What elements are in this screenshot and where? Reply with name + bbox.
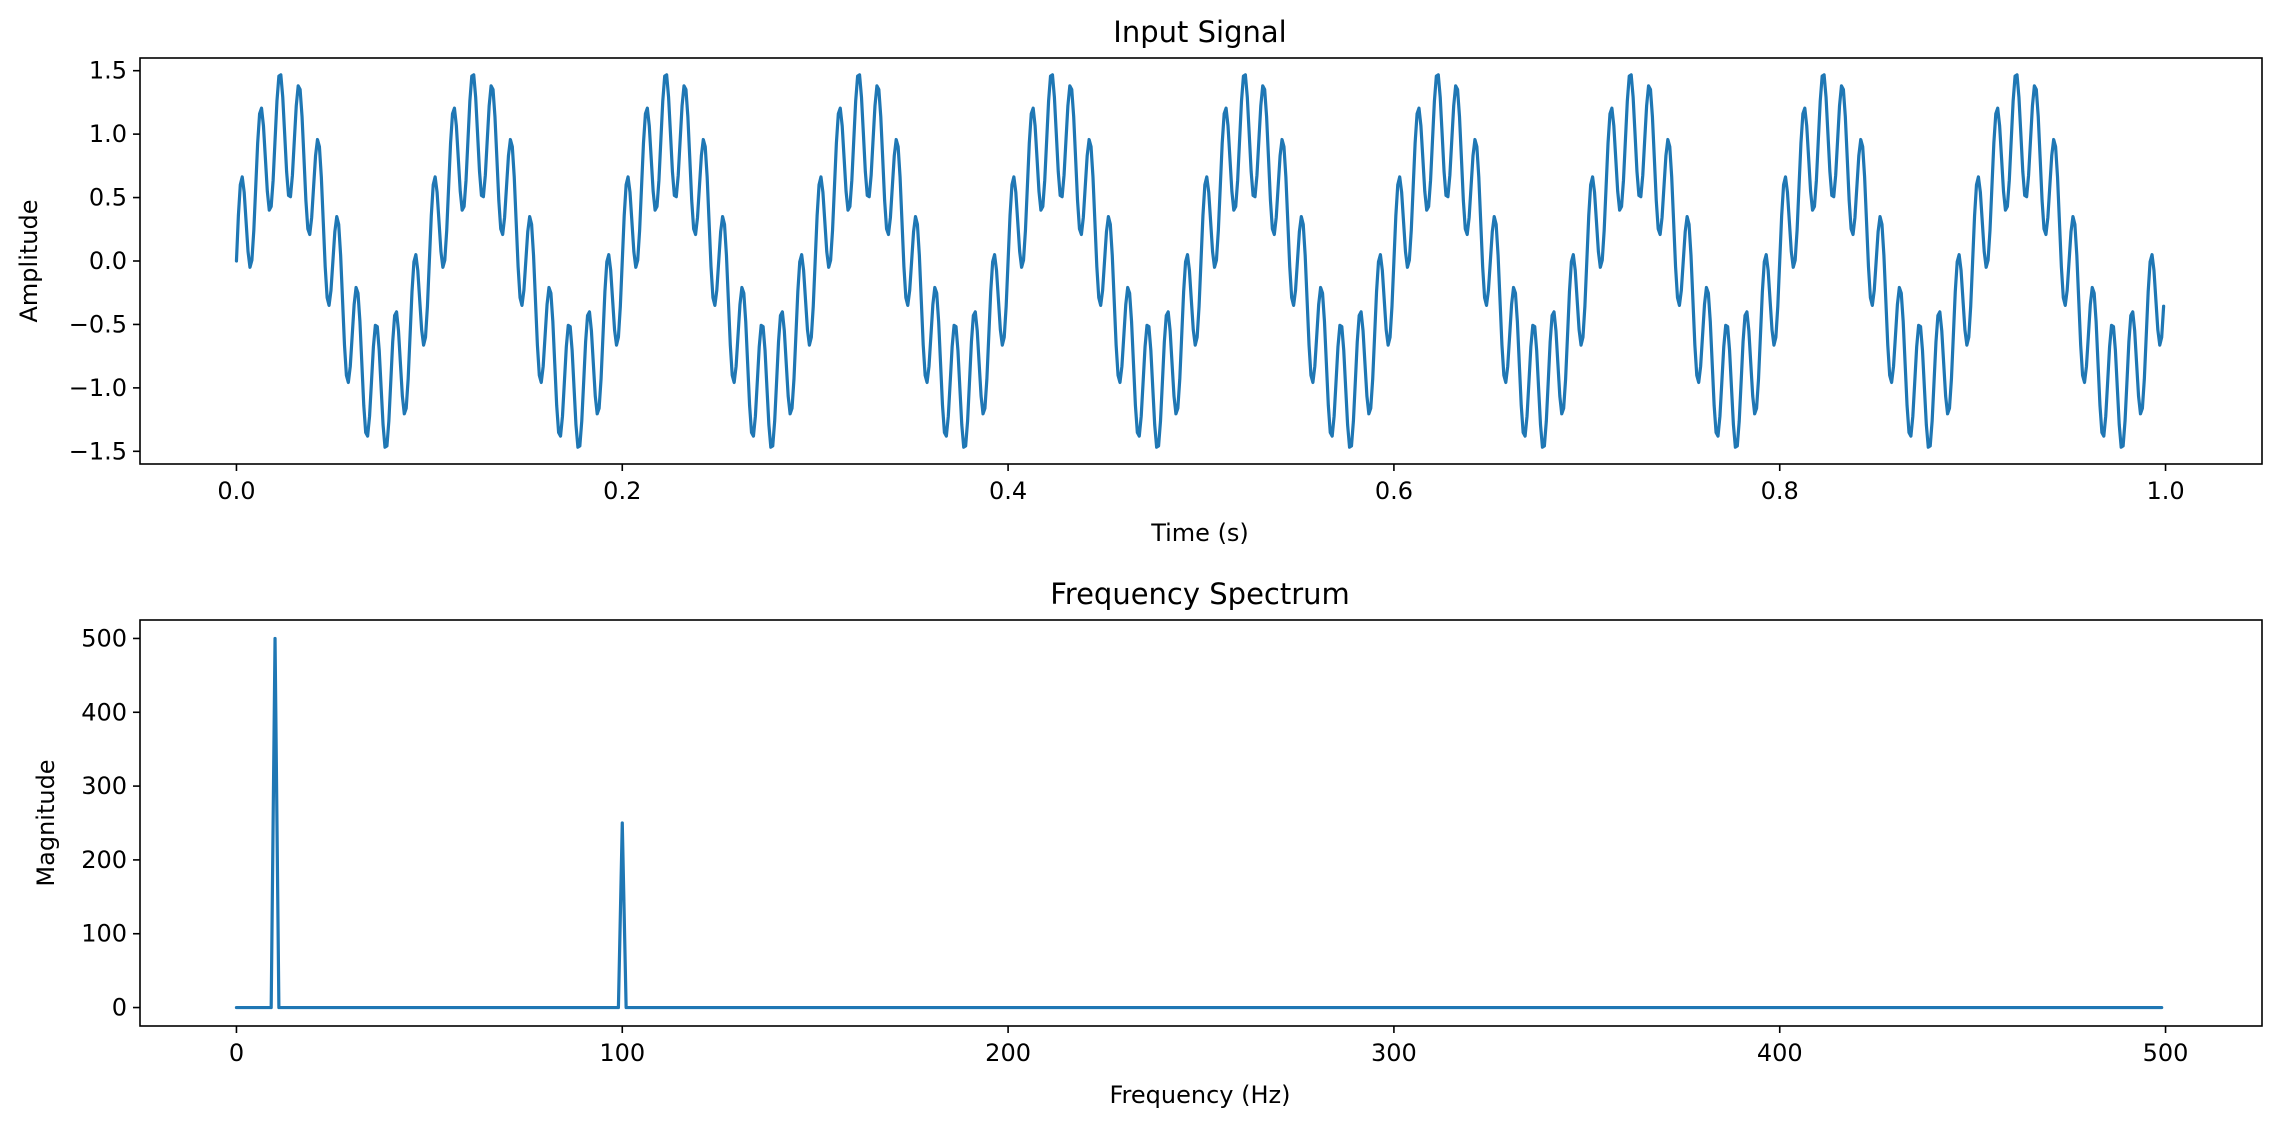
input-signal-panel: Input Signal 0.0 0.2 0.4 0.6 0.8 1.0 −1.5 −1.0… — [15, 15, 2263, 547]
y-tick-label: 400 — [81, 698, 127, 726]
series-layer — [234, 636, 2164, 1010]
y-tick-label: 500 — [81, 624, 127, 652]
y-tick-label: 100 — [81, 920, 127, 948]
series-line — [234, 636, 2164, 1010]
x-axis-label: Time (s) — [1150, 519, 1249, 547]
x-tick-label: 0.4 — [989, 477, 1027, 505]
y-tick-label: 0 — [112, 994, 127, 1022]
y-tick-label: −1.5 — [69, 437, 127, 465]
x-axis-ticks: 0 100 200 300 400 500 — [229, 1026, 2189, 1067]
y-tick-label: −0.5 — [69, 310, 127, 338]
y-tick-label: −1.0 — [69, 374, 127, 402]
x-tick-label: 300 — [1371, 1039, 1417, 1067]
chart-title: Input Signal — [1113, 15, 1286, 49]
plot-frame — [139, 619, 2263, 1027]
x-axis-label: Frequency (Hz) — [1110, 1081, 1291, 1109]
x-tick-label: 0.6 — [1375, 477, 1413, 505]
x-tick-label: 0 — [229, 1039, 244, 1067]
y-tick-label: 0.0 — [89, 247, 127, 275]
x-tick-label: 1.0 — [2146, 477, 2184, 505]
chart-title: Frequency Spectrum — [1050, 577, 1350, 611]
x-tick-label: 0.0 — [217, 477, 255, 505]
x-tick-label: 200 — [985, 1039, 1031, 1067]
y-axis-label: Magnitude — [32, 759, 60, 886]
x-axis-ticks: 0.0 0.2 0.4 0.6 0.8 1.0 — [217, 464, 2185, 505]
x-tick-label: 400 — [1757, 1039, 1803, 1067]
x-tick-label: 500 — [2143, 1039, 2189, 1067]
y-tick-label: 1.5 — [89, 57, 127, 85]
x-tick-label: 100 — [599, 1039, 645, 1067]
y-tick-label: 0.5 — [89, 184, 127, 212]
series-layer — [234, 73, 2166, 449]
y-tick-label: 1.0 — [89, 120, 127, 148]
y-tick-label: 300 — [81, 772, 127, 800]
y-tick-label: 200 — [81, 846, 127, 874]
y-axis-ticks: −1.5 −1.0 −0.5 0.0 0.5 1.0 1.5 — [69, 57, 140, 465]
series-line — [234, 73, 2166, 449]
x-tick-label: 0.8 — [1761, 477, 1799, 505]
frequency-spectrum-panel: Frequency Spectrum 0 100 200 300 400 500 0 100… — [32, 577, 2263, 1109]
y-axis-label: Amplitude — [15, 200, 43, 323]
x-tick-label: 0.2 — [603, 477, 641, 505]
y-axis-ticks: 0 100 200 300 400 500 — [81, 624, 140, 1022]
